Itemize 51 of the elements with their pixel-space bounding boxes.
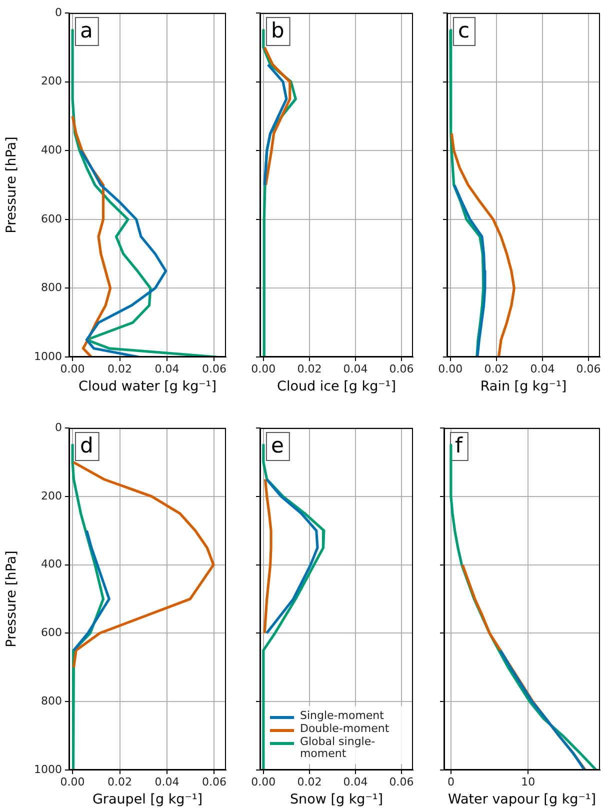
x-tick-label: 0.04 [154, 775, 180, 788]
y-tick-label: 600 [41, 626, 62, 640]
x-tick-label: 0.02 [108, 775, 132, 788]
x-tick-label: 0.04 [343, 362, 368, 376]
y-axis-title: Pressure [hPa] [4, 550, 20, 648]
annotation: e [270, 433, 284, 458]
x-tick-label: 0.00 [251, 362, 276, 376]
x-tick-label: 0.02 [297, 775, 322, 788]
x-tick-label: 0.06 [576, 362, 601, 376]
y-tick-label: 800 [41, 281, 62, 294]
y-tick-label: 1000 [34, 350, 62, 363]
x-axis-title: Rain [g kg⁻¹] [480, 378, 567, 394]
y-tick-label: 200 [41, 489, 62, 502]
x-tick-label: 0.02 [108, 362, 132, 376]
annotation: d [80, 433, 94, 458]
x-tick-label: 0 [447, 775, 454, 788]
x-tick-label: 0.04 [530, 362, 555, 376]
x-tick-label: 0.06 [389, 362, 414, 376]
y-tick-label: 0 [55, 6, 62, 19]
y-tick-label: 600 [41, 212, 62, 226]
x-axis-title: Cloud ice [g kg⁻¹] [277, 378, 396, 394]
x-tick-label: 0.04 [154, 362, 180, 376]
x-axis-title: Graupel [g kg⁻¹] [92, 791, 203, 808]
x-tick-label: 0.00 [60, 362, 85, 376]
x-tick-label: 0.06 [202, 362, 226, 376]
x-tick-label: 0.06 [389, 775, 414, 788]
x-axis-title: Snow [g kg⁻¹] [290, 791, 384, 808]
legend-label: Double-moment [300, 722, 390, 735]
x-tick-label: 0.02 [297, 362, 322, 376]
x-tick-label: 0.02 [484, 362, 509, 376]
y-axis-title: Pressure [hPa] [4, 136, 20, 234]
x-tick-label: 10 [521, 775, 536, 788]
x-tick-label: 0.00 [251, 775, 276, 788]
annotation: b [270, 18, 284, 42]
y-tick-label: 800 [41, 694, 62, 708]
x-tick-label: 0.06 [202, 775, 226, 788]
annotation: f [455, 433, 463, 458]
legend-label: Single-moment [300, 709, 384, 722]
legend-label: Global single-moment [300, 735, 376, 760]
x-tick-label: 0.00 [60, 775, 85, 788]
y-tick-label: 0 [55, 420, 62, 434]
y-tick-label: 400 [41, 558, 62, 571]
annotation: a [80, 18, 93, 42]
x-tick-label: 0.04 [343, 775, 368, 788]
x-tick-label: 0.00 [438, 362, 463, 376]
annotation: c [458, 18, 470, 42]
y-tick-label: 1000 [34, 762, 62, 776]
y-tick-label: 400 [41, 143, 62, 156]
x-axis-title: Water vapour [g kg⁻¹] [448, 791, 596, 808]
x-axis-title: Cloud water [g kg⁻¹] [78, 378, 216, 394]
y-tick-label: 200 [41, 74, 62, 88]
